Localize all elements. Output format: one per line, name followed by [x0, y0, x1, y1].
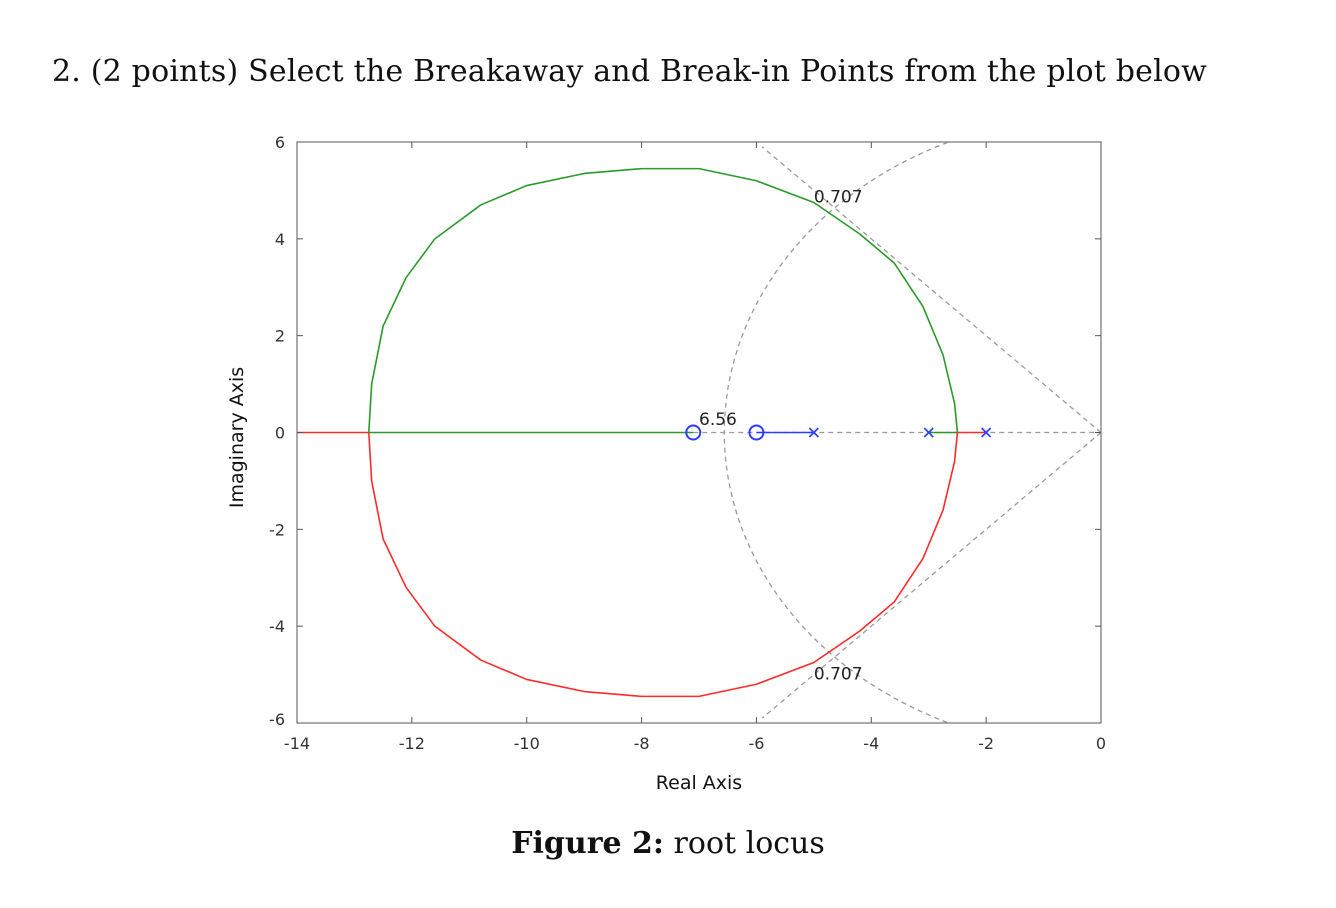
locus-branch-green: [367, 167, 959, 433]
pole-marker: [981, 427, 992, 438]
pole-stroke: [981, 427, 992, 438]
x-tick-label: -4: [863, 734, 879, 753]
pole-stroke: [808, 427, 819, 438]
x-axis-label: Real Axis: [656, 772, 742, 794]
y-tick-label: 2: [275, 327, 285, 346]
axis-ticks: -14 -12 -10 -8 -6 -4 -2 0 -6 -4 -2 0 2 4 6: [269, 133, 1106, 753]
pole-zero-markers: [685, 424, 992, 441]
question-text: 2. (2 points) Select the Breakaway and B…: [52, 54, 1208, 89]
annotation-label: 6.56: [699, 410, 737, 430]
locus-branch-red: [367, 432, 959, 698]
y-tick-label: -2: [269, 520, 285, 539]
damping-ray: [761, 146, 1102, 433]
y-tick-label: 4: [275, 230, 285, 249]
x-tick-label: -6: [748, 734, 764, 753]
x-tick-label: -10: [514, 734, 540, 753]
y-tick-label: -4: [269, 617, 285, 636]
y-tick-label: 0: [275, 424, 285, 443]
pole-stroke: [923, 427, 934, 438]
x-tick-label: -8: [634, 734, 650, 753]
figure-caption-text: root locus: [673, 826, 825, 861]
annotation-label: 0.707: [814, 188, 863, 208]
y-tick-label: 6: [275, 133, 285, 152]
pole-marker: [923, 427, 934, 438]
annotation-label: 0.707: [814, 664, 863, 684]
x-tick-label: -14: [284, 734, 310, 753]
x-tick-label: 0: [1096, 734, 1106, 753]
y-tick-label: -6: [269, 710, 285, 729]
figure-caption: Figure 2: root locus: [0, 826, 1336, 861]
x-tick-label: -12: [399, 734, 425, 753]
y-axis-label: Imaginary Axis: [226, 367, 248, 508]
annotations: 6.56 0.707 0.707: [699, 188, 863, 685]
zero-marker: [685, 424, 702, 441]
pole-marker: [808, 427, 819, 438]
zero-marker: [748, 424, 765, 441]
damping-ray: [761, 432, 1102, 719]
x-tick-label: -2: [978, 734, 994, 753]
locus-branches: [297, 167, 987, 698]
figure-number: Figure 2:: [511, 826, 664, 861]
